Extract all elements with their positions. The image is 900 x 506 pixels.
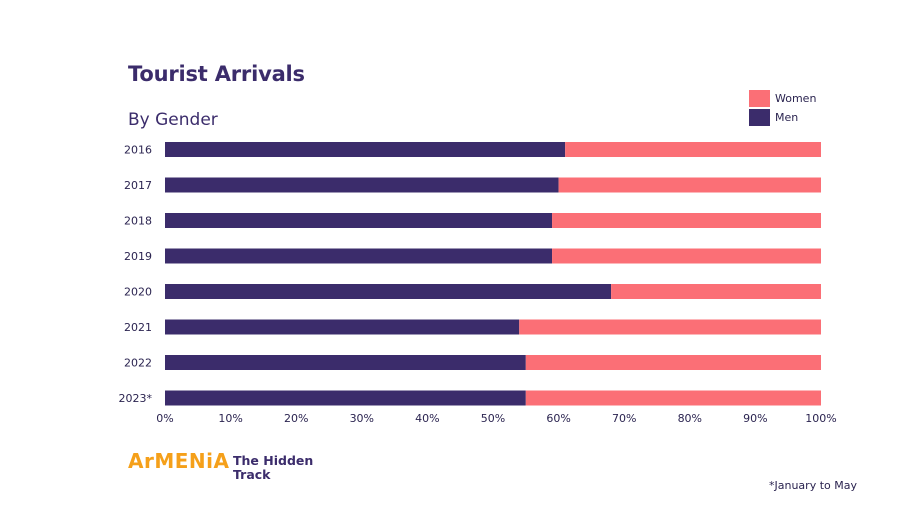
legend: Women Men bbox=[749, 89, 816, 127]
legend-label-men: Men bbox=[775, 110, 799, 124]
x-tick-label: 30% bbox=[350, 412, 374, 425]
x-tick-label: 10% bbox=[218, 412, 242, 425]
bar-women-2023 bbox=[525, 390, 821, 406]
y-tick-label: 2020 bbox=[124, 286, 152, 299]
x-tick-label: 80% bbox=[678, 412, 702, 425]
x-tick-label: 70% bbox=[612, 412, 636, 425]
legend-item-men: Men bbox=[749, 108, 816, 126]
footnote: *January to May bbox=[769, 479, 857, 492]
x-tick-label: 90% bbox=[743, 412, 767, 425]
chart-title: Tourist Arrivals bbox=[128, 62, 305, 86]
bar-women-2019 bbox=[552, 248, 821, 264]
bar-chart: 2016 2017 2018 2019 2020 2021 2022 2023*0% 10% 20… bbox=[119, 142, 837, 425]
bar-men-2022 bbox=[165, 355, 526, 370]
bar-men-2021 bbox=[165, 319, 520, 335]
x-tick-label: 20% bbox=[284, 412, 308, 425]
bar-men-2018 bbox=[165, 213, 553, 228]
legend-item-women: Women bbox=[749, 89, 816, 107]
y-tick-label: 2021 bbox=[124, 321, 152, 334]
bar-women-2022 bbox=[525, 355, 821, 370]
y-tick-label: 2017 bbox=[124, 179, 152, 192]
bar-women-2016 bbox=[565, 142, 821, 157]
x-tick-label: 40% bbox=[415, 412, 439, 425]
brand-logo: ArMENiA bbox=[128, 449, 230, 473]
x-tick-label: 50% bbox=[481, 412, 505, 425]
x-tick-label: 60% bbox=[546, 412, 570, 425]
bar-men-2016 bbox=[165, 142, 566, 157]
bar-men-2017 bbox=[165, 177, 559, 193]
y-tick-label: 2022 bbox=[124, 357, 152, 370]
bar-men-2023 bbox=[165, 390, 526, 406]
legend-swatch-women bbox=[749, 89, 770, 107]
legend-swatch-men bbox=[749, 108, 770, 126]
bar-women-2020 bbox=[611, 284, 821, 299]
bar-women-2021 bbox=[519, 319, 821, 335]
chart-subtitle: By Gender bbox=[128, 110, 218, 130]
bar-men-2020 bbox=[165, 284, 612, 299]
brand-tagline: The Hidden Track bbox=[233, 453, 314, 482]
bar-women-2017 bbox=[558, 177, 821, 193]
bar-women-2018 bbox=[552, 213, 821, 228]
x-tick-label: 100% bbox=[805, 412, 836, 425]
x-tick-label: 0% bbox=[156, 412, 173, 425]
legend-label-women: Women bbox=[775, 91, 817, 105]
bar-men-2019 bbox=[165, 248, 553, 264]
y-tick-label: 2023* bbox=[119, 392, 153, 405]
y-tick-label: 2018 bbox=[124, 215, 152, 228]
y-tick-label: 2019 bbox=[124, 250, 152, 263]
y-tick-label: 2016 bbox=[124, 144, 152, 157]
